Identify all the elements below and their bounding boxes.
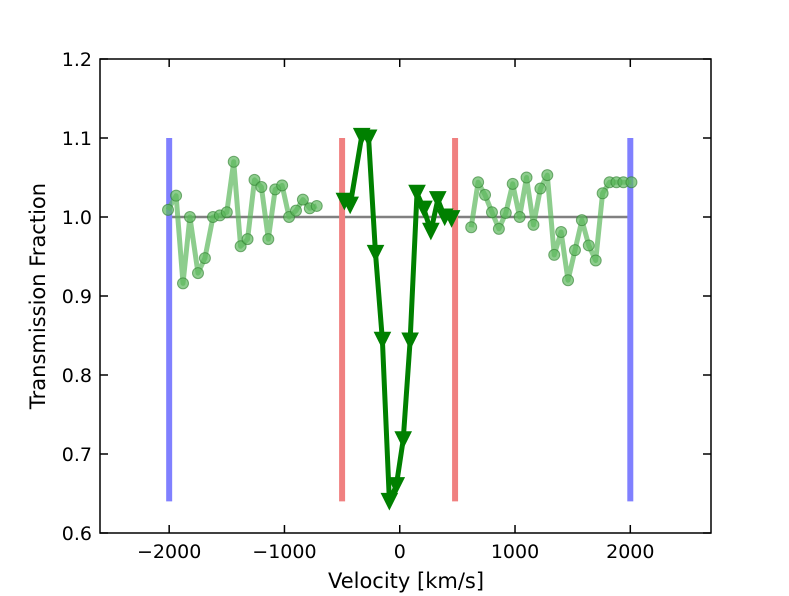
x-tick-label: 0 [394, 541, 406, 563]
data-point [506, 177, 519, 190]
data-point [262, 233, 275, 246]
data-point [625, 176, 638, 189]
data-point [568, 244, 581, 257]
data-point [401, 332, 419, 351]
data-point [162, 203, 175, 216]
data-point [472, 176, 485, 189]
y-tick-label: 0.8 [62, 365, 92, 387]
data-point [582, 239, 595, 252]
y-tick-label: 1.0 [62, 207, 92, 229]
y-axis-label: Transmission Fraction [26, 183, 50, 410]
y-tick-label: 0.7 [62, 444, 92, 466]
data-point [276, 179, 289, 192]
y-tick-label: 1.1 [62, 128, 92, 150]
data-point [248, 173, 261, 186]
y-tick-label: 0.6 [62, 523, 92, 545]
data-point [575, 214, 588, 227]
data-point [227, 155, 240, 168]
x-axis-label: Velocity [km/s] [328, 569, 484, 593]
y-tick-label: 1.2 [62, 49, 92, 71]
data-point [170, 189, 183, 202]
data-point [191, 267, 204, 280]
data-point [366, 244, 385, 263]
data-point [442, 210, 461, 228]
data-point [408, 184, 426, 203]
data-point [220, 206, 233, 219]
data-point [394, 431, 413, 449]
data-point [177, 277, 190, 290]
y-tick-label: 0.9 [62, 286, 92, 308]
series-2 [335, 127, 461, 511]
x-tick-label: 2000 [606, 541, 654, 563]
data-point [428, 191, 447, 209]
x-tick-label: 1000 [491, 541, 539, 563]
series-1 [162, 155, 638, 290]
data-point [380, 492, 399, 511]
data-point [499, 207, 512, 220]
data-point [589, 254, 602, 267]
data-point [596, 187, 609, 200]
x-tick-label: −2000 [137, 541, 201, 563]
data-point [513, 211, 526, 223]
data-point [415, 200, 433, 219]
data-point [198, 252, 211, 265]
data-point [359, 129, 378, 148]
data-point [465, 221, 478, 234]
axes-layer: −2000 −1000 0 1000 2000 0.6 0.7 0.8 0.9 1.0 1.1 1.2 [62, 49, 712, 563]
data-point [534, 182, 547, 195]
data-point [387, 477, 406, 495]
data-point [296, 193, 309, 206]
data-point [527, 218, 540, 231]
data-point [255, 180, 268, 193]
data-point [555, 226, 568, 239]
data-point [422, 222, 440, 241]
data-point [310, 199, 323, 212]
data-point [479, 188, 492, 201]
data-point [562, 274, 575, 287]
x-tick-label: −1000 [252, 541, 316, 563]
data-point [241, 233, 254, 246]
data-point [234, 240, 247, 253]
data-point [492, 222, 505, 235]
data-point [520, 171, 533, 184]
data-point [183, 211, 196, 223]
data-point [373, 331, 392, 350]
data-point [541, 169, 554, 182]
series-layer [162, 127, 638, 511]
data-point [485, 206, 498, 219]
data-point [548, 248, 561, 261]
data-point [289, 204, 302, 217]
data-point [341, 196, 359, 215]
